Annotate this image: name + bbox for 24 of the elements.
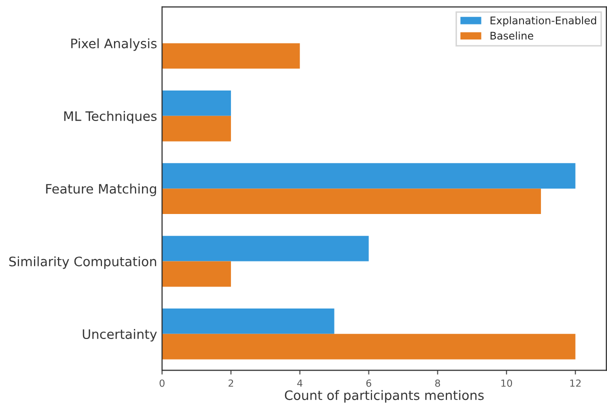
bar [162,163,576,189]
y-tick-label: Similarity Computation [9,256,156,269]
x-tick-label: 10 [501,379,512,387]
x-tick-label: 2 [228,379,234,387]
x-tick-label: 12 [570,379,581,387]
x-axis-title: Count of participants mentions [284,390,484,403]
y-tick-label: Pixel Analysis [71,38,157,51]
x-tick-label: 8 [435,379,440,387]
y-tick-label: Feature Matching [46,184,156,196]
bar [162,308,334,334]
y-tick-label: ML Techniques [64,111,157,124]
legend-label: Explanation-Enabled [490,16,596,26]
x-tick-label: 4 [297,380,302,387]
x-tick-label: 6 [366,379,372,387]
bar [162,116,231,142]
bar [162,261,231,287]
bar [162,43,300,69]
x-tick-label: 0 [160,379,165,387]
bar [162,334,576,360]
y-tick-label: Uncertainty [82,329,157,342]
bar [162,188,541,214]
legend-label: Baseline [490,32,534,40]
bar [162,236,369,262]
bar [162,90,231,116]
